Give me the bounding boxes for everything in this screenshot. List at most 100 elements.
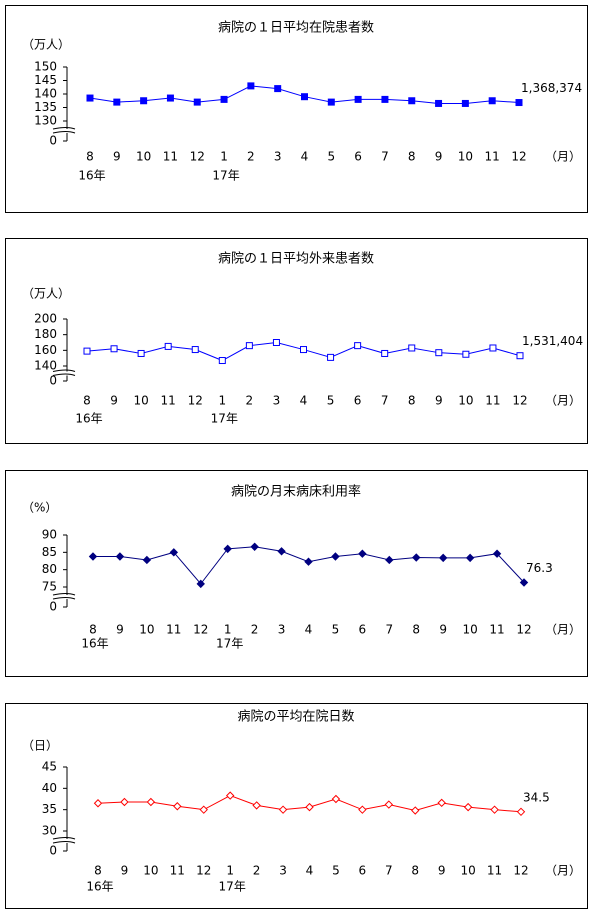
marker xyxy=(169,548,179,557)
marker xyxy=(277,547,286,556)
axis-break xyxy=(52,369,76,376)
x-tick-label: 9 xyxy=(113,150,121,164)
value-label: 1,368,374 xyxy=(521,81,582,95)
x-tick-label: 11 xyxy=(485,394,500,408)
x-tick-label: 5 xyxy=(327,150,335,164)
chart-title: 病院の１日平均在院患者数 xyxy=(218,21,374,36)
marker xyxy=(146,797,156,807)
x-tick-label: 12 xyxy=(188,394,203,408)
y-tick-label: 0 xyxy=(49,844,57,858)
x-unit: （月） xyxy=(545,623,581,637)
x-tick-label: 10 xyxy=(458,394,473,408)
x-tick-label: 8 xyxy=(412,623,420,637)
marker xyxy=(492,549,502,558)
marker xyxy=(489,344,497,352)
y-unit: （万人） xyxy=(22,287,70,301)
year-label: 16年 xyxy=(81,637,108,651)
x-tick-label: 8 xyxy=(94,864,102,878)
marker xyxy=(110,345,118,353)
y-tick-label: 35 xyxy=(42,802,57,816)
x-tick-label: 11 xyxy=(487,864,502,878)
marker xyxy=(488,97,496,105)
marker xyxy=(88,552,98,561)
marker xyxy=(173,802,182,811)
axis-break-gap xyxy=(65,595,69,599)
marker xyxy=(354,342,362,350)
chart-frame xyxy=(5,703,588,909)
marker xyxy=(327,98,335,106)
marker xyxy=(381,95,389,103)
x-tick-label: 12 xyxy=(196,864,211,878)
marker xyxy=(358,549,367,558)
chart-title: 病院の１日平均外来患者数 xyxy=(218,252,374,267)
x-tick-label: 2 xyxy=(253,864,261,878)
y-tick-label: 30 xyxy=(42,824,57,838)
marker xyxy=(278,805,288,814)
marker xyxy=(166,94,174,102)
value-label: 76.3 xyxy=(526,561,553,575)
marker xyxy=(462,350,470,358)
x-tick-label: 12 xyxy=(193,623,208,637)
axis-break xyxy=(52,127,76,134)
y-tick-label: 0 xyxy=(49,134,57,148)
year-label: 16年 xyxy=(75,412,102,426)
y-tick-label: 75 xyxy=(42,580,57,594)
x-tick-label: 8 xyxy=(411,864,419,878)
marker xyxy=(300,346,307,354)
x-unit: （月） xyxy=(545,394,581,408)
marker xyxy=(516,352,524,360)
y-tick-label: 135 xyxy=(34,100,57,114)
year-label: 17年 xyxy=(216,637,243,651)
x-tick-label: 12 xyxy=(512,394,527,408)
y-unit: （日） xyxy=(22,739,58,753)
marker xyxy=(199,805,208,814)
marker xyxy=(252,801,261,810)
marker xyxy=(142,555,152,565)
x-tick-label: 10 xyxy=(136,150,151,164)
y-tick-label: 145 xyxy=(34,73,57,87)
value-label: 1,531,404 xyxy=(522,334,583,348)
x-tick-label: 2 xyxy=(247,150,255,164)
chart-frame xyxy=(5,470,588,677)
marker xyxy=(83,347,91,355)
x-tick-label: 11 xyxy=(163,150,178,164)
x-tick-label: 12 xyxy=(511,150,526,164)
marker xyxy=(463,802,473,812)
y-tick-label: 85 xyxy=(42,545,57,559)
x-tick-label: 8 xyxy=(83,394,91,408)
axis-break-gap xyxy=(65,839,69,843)
marker xyxy=(301,93,308,101)
y-tick-label: 130 xyxy=(34,114,57,128)
x-tick-label: 3 xyxy=(274,150,282,164)
x-tick-label: 2 xyxy=(251,623,259,637)
x-tick-label: 4 xyxy=(306,864,314,878)
marker xyxy=(86,94,94,102)
x-tick-label: 7 xyxy=(381,394,389,408)
x-tick-label: 11 xyxy=(485,150,500,164)
x-tick-label: 7 xyxy=(385,623,393,637)
marker xyxy=(408,344,416,352)
marker xyxy=(435,349,443,357)
x-tick-label: 9 xyxy=(116,623,124,637)
marker xyxy=(354,95,362,103)
year-label: 16年 xyxy=(86,880,113,894)
year-label: 16年 xyxy=(78,169,105,183)
x-tick-label: 9 xyxy=(435,150,443,164)
marker xyxy=(384,800,394,809)
x-tick-label: 8 xyxy=(408,150,416,164)
x-tick-label: 4 xyxy=(301,150,309,164)
x-tick-label: 9 xyxy=(439,623,447,637)
x-tick-label: 8 xyxy=(86,150,94,164)
marker xyxy=(245,342,253,350)
x-tick-label: 11 xyxy=(170,864,185,878)
x-tick-label: 10 xyxy=(460,864,475,878)
x-tick-label: 11 xyxy=(166,623,181,637)
y-tick-label: 140 xyxy=(34,87,57,101)
x-tick-label: 6 xyxy=(359,623,367,637)
marker xyxy=(115,552,125,561)
marker xyxy=(438,553,448,563)
value-label: 34.5 xyxy=(523,790,550,804)
marker xyxy=(385,555,394,565)
marker xyxy=(327,353,335,361)
marker xyxy=(519,578,529,587)
